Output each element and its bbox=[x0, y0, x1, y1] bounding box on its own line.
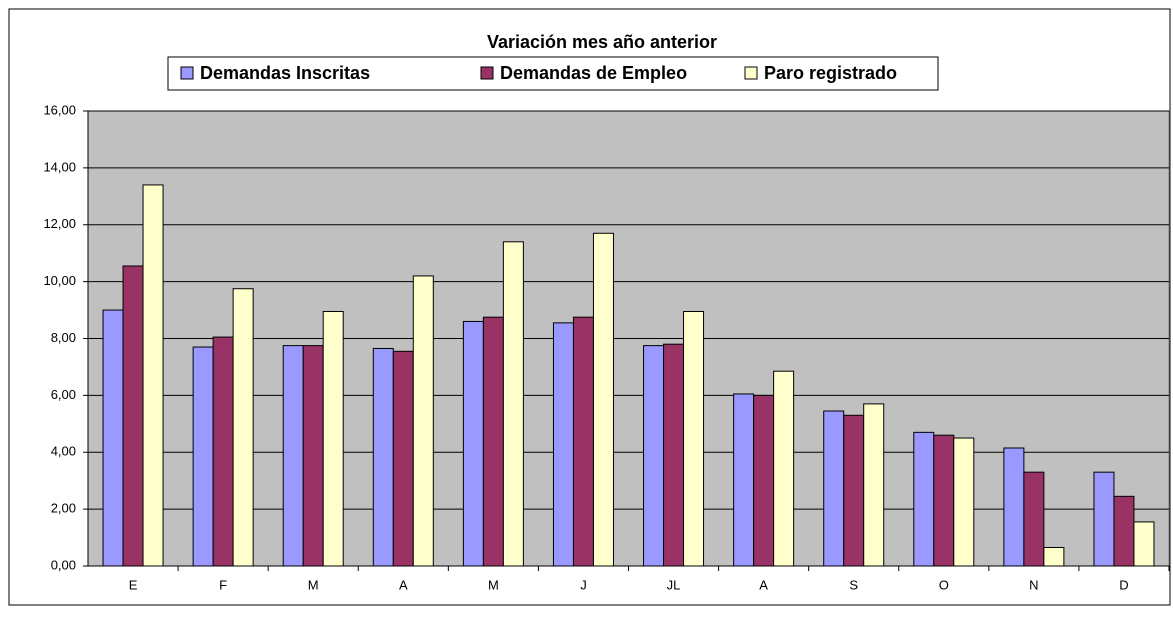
y-tick-label: 0,00 bbox=[51, 557, 76, 572]
bar bbox=[1113, 495, 1135, 567]
chart-title: Variación mes año anterior bbox=[487, 32, 717, 52]
bar bbox=[913, 431, 935, 567]
bar bbox=[322, 310, 344, 567]
x-tick-label: M bbox=[308, 577, 319, 592]
x-tick-label: A bbox=[759, 577, 768, 592]
x-tick-label: J bbox=[580, 577, 587, 592]
x-tick-label: JL bbox=[667, 577, 681, 592]
bar bbox=[753, 394, 775, 567]
y-tick-label: 10,00 bbox=[43, 273, 76, 288]
x-tick-label: F bbox=[219, 577, 227, 592]
x-tick-label: O bbox=[939, 577, 949, 592]
y-tick-label: 2,00 bbox=[51, 501, 76, 516]
y-tick-label: 16,00 bbox=[43, 102, 76, 117]
y-tick-label: 14,00 bbox=[43, 159, 76, 174]
bar bbox=[1023, 471, 1045, 567]
bar bbox=[122, 265, 144, 567]
bar bbox=[192, 346, 214, 567]
bar bbox=[1093, 471, 1115, 567]
bar bbox=[142, 184, 164, 567]
bar bbox=[282, 345, 304, 567]
legend-swatch bbox=[180, 66, 194, 80]
bar bbox=[733, 393, 755, 567]
bar bbox=[372, 347, 394, 567]
bar bbox=[953, 437, 975, 567]
legend-box bbox=[167, 56, 939, 91]
bar bbox=[552, 322, 574, 567]
bar bbox=[592, 232, 614, 567]
bar bbox=[663, 343, 685, 567]
y-tick-label: 8,00 bbox=[51, 330, 76, 345]
bar bbox=[572, 316, 594, 567]
bar bbox=[823, 410, 845, 567]
bar bbox=[643, 345, 665, 567]
bar bbox=[232, 288, 254, 567]
x-tick-label: N bbox=[1029, 577, 1038, 592]
bar bbox=[933, 434, 955, 567]
legend-label: Paro registrado bbox=[764, 63, 897, 83]
x-tick-label: M bbox=[488, 577, 499, 592]
legend-swatch bbox=[744, 66, 758, 80]
bar bbox=[1133, 521, 1155, 567]
legend-label: Demandas Inscritas bbox=[200, 63, 370, 83]
bar bbox=[212, 336, 234, 567]
bar bbox=[863, 403, 885, 567]
bar bbox=[102, 309, 124, 567]
bar bbox=[683, 310, 705, 567]
y-tick-label: 12,00 bbox=[43, 216, 76, 231]
x-tick-label: S bbox=[849, 577, 858, 592]
bar bbox=[392, 350, 414, 567]
y-tick-label: 6,00 bbox=[51, 387, 76, 402]
bar bbox=[412, 275, 434, 567]
bar bbox=[1043, 547, 1065, 567]
bar bbox=[773, 370, 795, 567]
x-tick-label: A bbox=[399, 577, 408, 592]
bar bbox=[1003, 447, 1025, 567]
y-tick-label: 4,00 bbox=[51, 444, 76, 459]
bar bbox=[843, 414, 865, 567]
legend-swatch bbox=[480, 66, 494, 80]
legend-label: Demandas de Empleo bbox=[500, 63, 687, 83]
x-tick-label: D bbox=[1119, 577, 1128, 592]
bar bbox=[302, 345, 324, 567]
bar bbox=[482, 316, 504, 567]
bar bbox=[502, 241, 524, 567]
bar bbox=[462, 320, 484, 567]
x-tick-label: E bbox=[129, 577, 138, 592]
